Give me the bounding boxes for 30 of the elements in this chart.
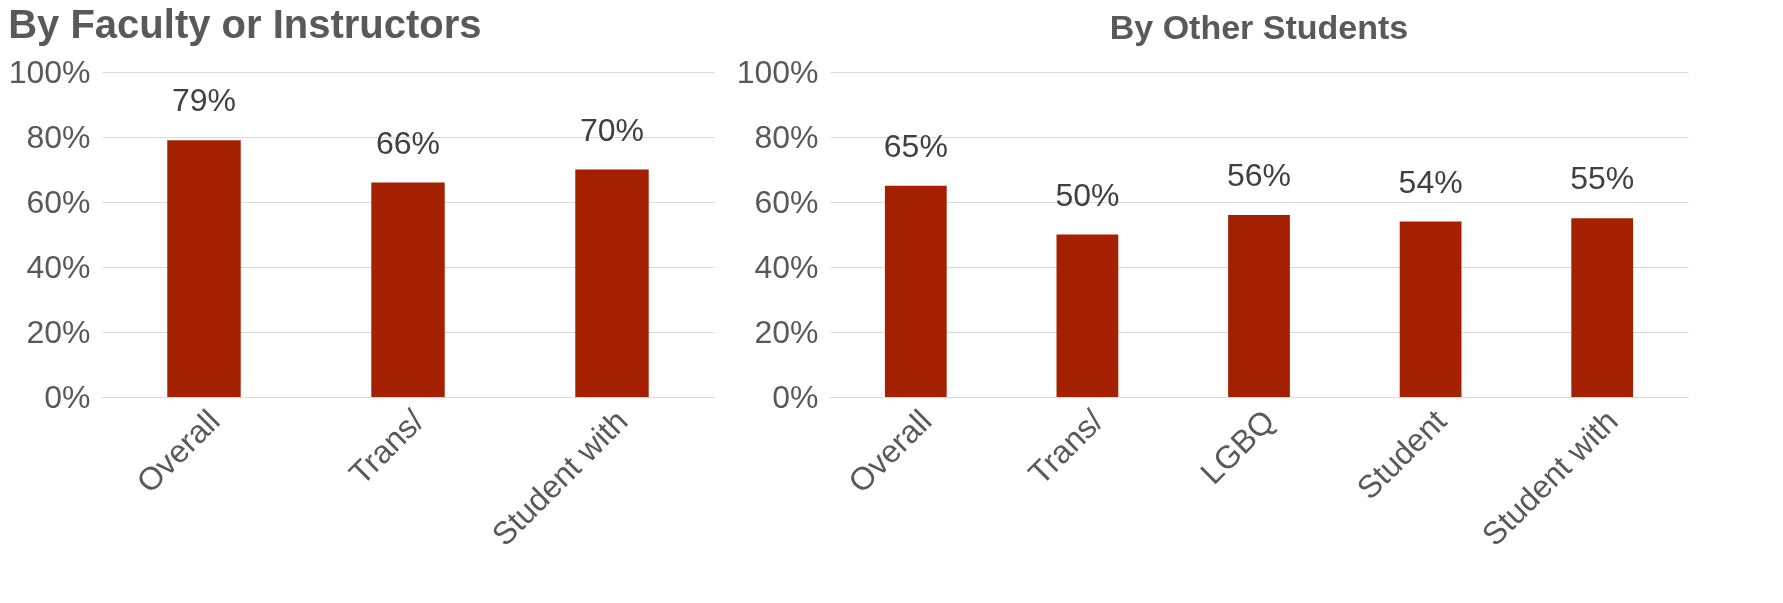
y-tick-label: 40% bbox=[754, 248, 819, 285]
bar bbox=[1056, 234, 1119, 397]
y-tick-label: 80% bbox=[26, 118, 91, 155]
y-tick-label: 100% bbox=[736, 53, 819, 90]
bar bbox=[371, 182, 445, 397]
y-tick-label: 60% bbox=[26, 183, 91, 220]
bar bbox=[884, 185, 947, 397]
data-label: 66% bbox=[375, 124, 441, 161]
data-label: 56% bbox=[1226, 157, 1292, 193]
y-tick-label: 20% bbox=[26, 313, 91, 350]
y-tick-label: 40% bbox=[26, 248, 91, 285]
data-label: 65% bbox=[883, 127, 948, 164]
data-label: 50% bbox=[1055, 176, 1120, 213]
chart-title: By Faculty or Instructors bbox=[8, 2, 482, 46]
data-label: 54% bbox=[1398, 163, 1463, 200]
bar bbox=[1399, 221, 1462, 397]
y-tick-label: 60% bbox=[754, 183, 819, 220]
y-tick-label: 0% bbox=[44, 378, 91, 415]
data-label: 79% bbox=[171, 82, 237, 119]
chart-title: By Other Students bbox=[1109, 8, 1409, 46]
bar bbox=[575, 169, 649, 397]
data-label: 55% bbox=[1570, 160, 1635, 197]
bar bbox=[167, 140, 241, 397]
bar bbox=[1228, 215, 1290, 397]
data-label: 70% bbox=[579, 111, 645, 148]
y-tick-label: 100% bbox=[8, 53, 91, 90]
y-tick-label: 0% bbox=[772, 378, 819, 415]
bar bbox=[1571, 218, 1634, 397]
y-tick-label: 20% bbox=[754, 313, 819, 350]
y-tick-label: 80% bbox=[754, 118, 819, 155]
